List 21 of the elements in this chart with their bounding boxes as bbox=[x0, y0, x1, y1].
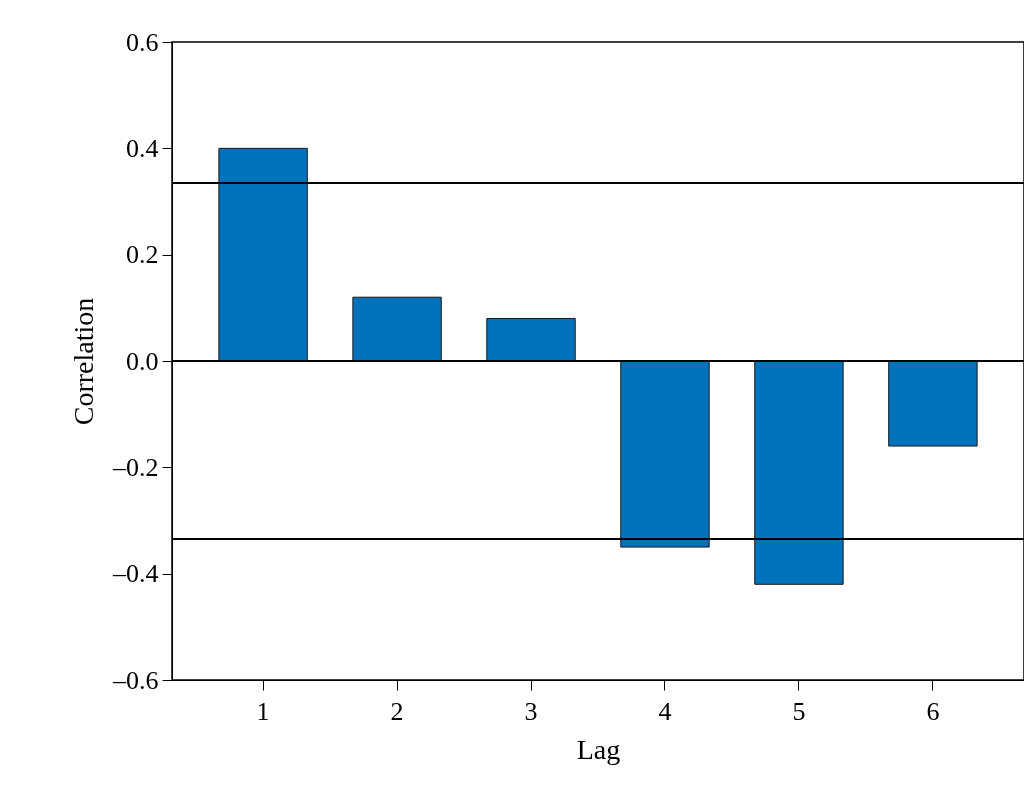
y-tick-label: –0.4 bbox=[112, 559, 159, 589]
bar bbox=[888, 360, 978, 447]
bar bbox=[754, 360, 844, 585]
x-tick-label: 4 bbox=[658, 696, 672, 726]
y-tick-label: 0.6 bbox=[126, 27, 159, 57]
bar bbox=[218, 147, 308, 362]
x-tick-label: 6 bbox=[926, 696, 940, 726]
y-axis-title: Correlation bbox=[68, 297, 99, 426]
y-tick-label: –0.6 bbox=[112, 665, 159, 695]
x-tick-label: 2 bbox=[390, 696, 404, 726]
x-axis-title: Lag bbox=[576, 733, 621, 765]
x-tick-label: 3 bbox=[524, 696, 538, 726]
y-tick-label: 0.2 bbox=[126, 240, 159, 270]
bar bbox=[486, 317, 576, 362]
y-tick-label: 0.4 bbox=[126, 133, 159, 163]
y-tick-label: –0.2 bbox=[112, 452, 159, 482]
x-tick-label: 1 bbox=[256, 696, 270, 726]
bar bbox=[352, 296, 442, 362]
x-tick-label: 5 bbox=[792, 696, 806, 726]
y-tick-label: 0.0 bbox=[126, 346, 159, 376]
bar bbox=[620, 360, 710, 548]
